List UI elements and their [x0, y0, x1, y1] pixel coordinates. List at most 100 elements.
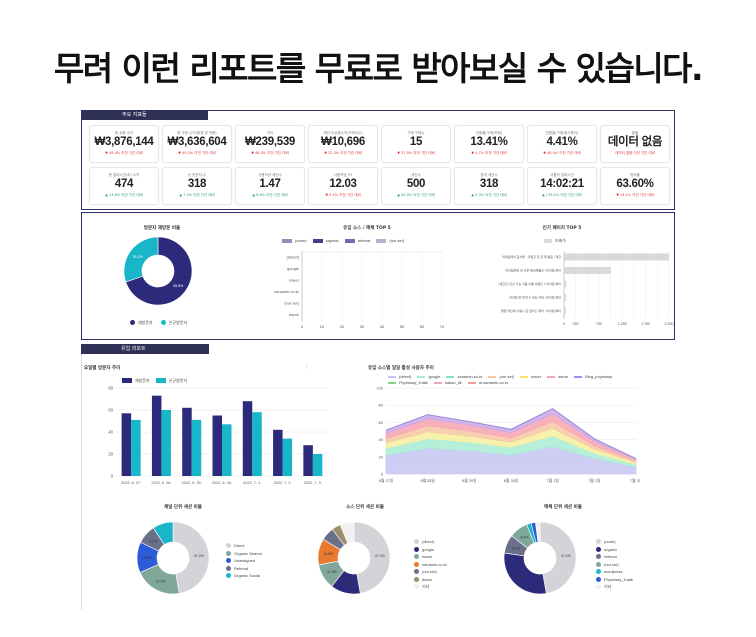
channel-pie-chart: 47.2% 21.2% 13.8% 8.6% — [136, 521, 210, 595]
y-tick-label: 20 — [379, 454, 384, 459]
legend-item: google — [414, 546, 447, 554]
y-tick-label: (direct) — [287, 255, 300, 260]
kpi-card: 이익 ₩239,539 ▼ 46.0% 이전 기간 대비 — [235, 125, 305, 163]
pie-slice — [353, 521, 391, 594]
chart-menu-icon[interactable]: ⋮ — [304, 364, 309, 370]
bar-mark — [222, 424, 232, 476]
legend-item: m.sanamin.co.kr — [467, 380, 509, 386]
x-tick-label: 750 — [596, 322, 602, 326]
kpi-card: 세션수 500 ▲ 20.0% 이전 기간 대비 — [381, 167, 451, 205]
kpi-value: 4.41% — [546, 136, 578, 148]
kpi-value: ₩3,636,604 — [167, 136, 227, 148]
y-tick-label: (not set) — [284, 301, 299, 306]
legend-label: (direct) — [399, 374, 412, 379]
kpi-value: ₩10,696 — [321, 136, 365, 148]
kpi-card: 객단가(상품수익/구매자수) ₩10,696 ▼ 32.3% 이전 기간 대비 — [308, 125, 378, 163]
kpi-label: 전환율(구매/조회) — [475, 131, 503, 135]
kpi-label: 참여율 — [630, 173, 640, 177]
kpi-value: 474 — [114, 178, 134, 190]
y-tick-label: 마이팀페어 한 다른 페인제품리 | 마이팀 페어 — [506, 268, 562, 273]
overview-panel: 방문자 재방문 비율 69.8% 30.2% 재방문자 신규방문자 유입 소스 /… — [81, 212, 675, 340]
legend-item: naver — [414, 553, 447, 561]
bar-mark — [564, 280, 567, 288]
y-tick-label: 40 — [108, 430, 113, 435]
legend-label: Organic Social — [234, 573, 261, 578]
legend-label: Phytoway_lt.talk — [604, 576, 633, 582]
legend-swatch — [122, 378, 132, 384]
y-tick-label: 0 — [111, 474, 114, 479]
area-chart: 0 20 40 60 80 100 6월 27일 6월 28일 6월 29일 6월 30일 7월 1… — [376, 386, 640, 484]
legend-swatch — [467, 382, 476, 384]
pie-slice — [172, 521, 210, 594]
top-pages-legend: 조회수 — [544, 237, 566, 245]
legend-label: (not set) — [389, 238, 405, 243]
legend-item: kakao_tlk — [433, 380, 462, 386]
legend-swatch — [344, 238, 355, 243]
legend-item: Organic Search — [226, 550, 262, 558]
bar-mark — [564, 253, 669, 261]
legend-label: 기타 — [604, 584, 612, 589]
x-tick-label: 2022. 7. 2. — [274, 481, 292, 485]
kpi-label: 전환율(구매/총사용자) — [545, 131, 579, 135]
page-headline: 무려 이런 리포트를 무료로 받아보실 수 있습니다. — [53, 49, 704, 88]
y-tick-label: [제한진] 건강 기능 식품 이름 이벤트 1.마이팀 페어 — [499, 281, 562, 286]
slice-label: 69.8% — [173, 284, 183, 288]
slice-label: 30.2% — [133, 255, 143, 259]
kpi-value: 1.47 — [259, 178, 281, 190]
kpi-card: 사용자당 PV 12.03 ▼ 0.1% 이전 기간 대비 — [308, 167, 378, 205]
slice-label: 47.2% — [375, 554, 385, 558]
kpi-label: 환불 — [631, 131, 639, 135]
top-pages-chart: 0 250 750 1,250 1,750 2,250 마이팀페어 공식몰 - 과일한 잔 … — [499, 251, 674, 326]
kpi-card: 순 방문자 수 318 ▲ 7.4% 이전 기간 대비 — [162, 167, 232, 205]
x-tick-label: 10 — [320, 324, 325, 329]
kpi-value: 318 — [479, 178, 499, 190]
y-tick-label: 80 — [108, 386, 113, 391]
source-pie-title: 소스 단위 세션 비율 — [346, 505, 384, 510]
legend-swatch — [414, 561, 419, 567]
y-tick-label: 60 — [379, 420, 384, 425]
legend-label: sanamin.co.kr — [457, 374, 483, 379]
legend-label: Referral — [234, 565, 249, 571]
bar-mark — [242, 401, 253, 476]
legend-swatch — [226, 573, 231, 579]
legend-swatch — [414, 576, 419, 582]
kpi-change: ▼ 0.1% 이전 기간 대비 — [325, 193, 361, 197]
y-tick-label: 마이팀 은 탄력 수 있는 카대 | 마이팀 페어 — [509, 295, 561, 300]
kpi-change: ▲ 7.4% 이전 기간 대비 — [179, 193, 215, 197]
kpi-change: 데이터 없음 이전 기간 대비 — [615, 151, 655, 155]
source-pie-legend: (direct) google naver sanamin.co.kr (not set… — [414, 538, 447, 591]
medium-pie-chart: 47.2% 30.0% 8.4% 8.4% — [503, 521, 577, 595]
legend-label: organic — [604, 546, 618, 552]
kpi-change: ▼ 46.4% 이전 기간 대비 — [543, 151, 581, 155]
legend-item: (not set) — [414, 568, 447, 576]
x-tick-label: 0 — [563, 322, 565, 326]
kpi-change: ▲ 14.8% 이전 기간 대비 — [105, 193, 143, 197]
legend-item: (direct) — [414, 538, 447, 546]
slice-label: 47.2% — [194, 554, 204, 558]
y-tick-label: sanamin.co.kr — [274, 289, 300, 294]
legend-swatch — [544, 238, 552, 243]
y-tick-label: 100 — [376, 386, 383, 391]
x-tick-label: 6월 29일 — [462, 478, 477, 483]
legend-item: sanamin.co.kr — [446, 374, 482, 380]
legend-item: naver — [520, 374, 541, 380]
legend-label: (none) — [604, 539, 616, 544]
legend-item: wordpress — [596, 568, 633, 576]
kpi-card: 구매 구매수 15 ▼ 37.5% 이전 기간 대비 — [381, 125, 451, 163]
legend-swatch — [155, 378, 166, 384]
legend-label: m.sanamin.co.kr — [478, 380, 509, 385]
area-chart-legend: (direct) google sanamin.co.kr (not set) nave… — [388, 374, 653, 386]
legend-label: Unassigned — [234, 558, 256, 563]
legend-label: organic — [325, 238, 339, 243]
weekly-chart-legend: 재방문자 신규방문자 — [122, 377, 187, 385]
legend-label: (none) — [295, 238, 307, 243]
legend-item: daum — [414, 576, 447, 584]
legend-swatch — [226, 543, 231, 549]
legend-item: (not set) — [488, 374, 514, 380]
pie-slice — [539, 521, 577, 594]
legend-item: referral — [596, 553, 633, 561]
x-tick-label: 60 — [420, 324, 425, 329]
pie-slice — [535, 521, 541, 543]
kpi-card: 환불 데이터 없음 데이터 없음 이전 기간 대비 — [600, 125, 670, 163]
legend-swatch — [596, 576, 601, 582]
